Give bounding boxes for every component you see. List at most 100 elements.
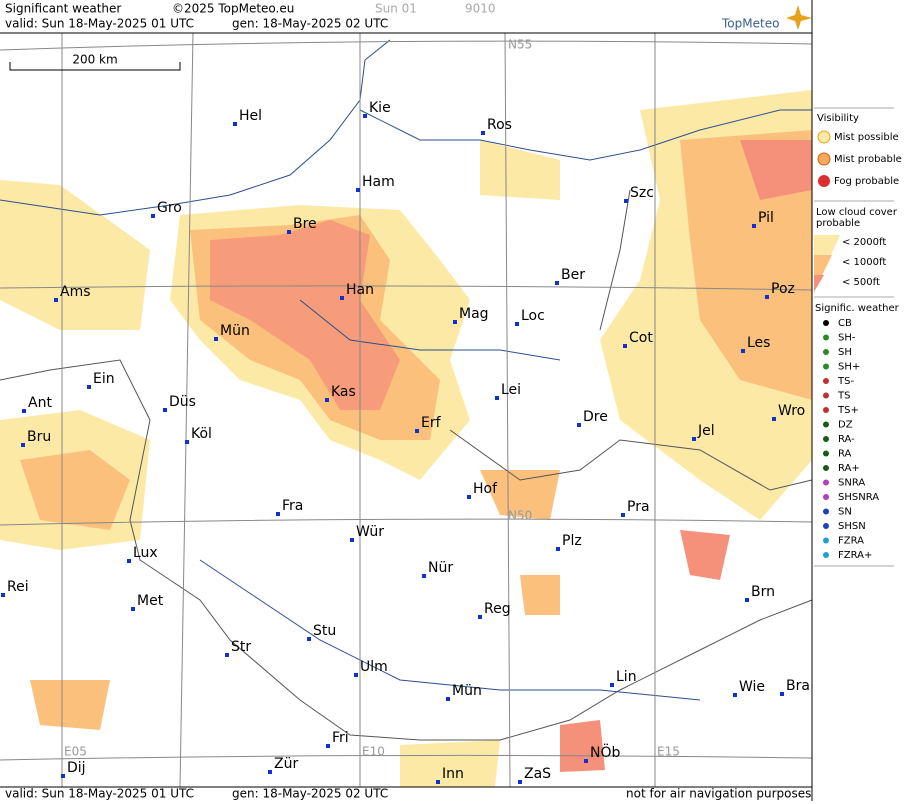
city-marker (422, 574, 426, 578)
legend-symbol (823, 450, 829, 457)
city-marker (22, 409, 26, 413)
grid-label: E10 (362, 745, 385, 759)
legend-symbol (823, 465, 829, 471)
city-marker (745, 598, 749, 602)
legend-item: RA (838, 449, 852, 460)
city-marker (577, 423, 581, 427)
legend-symbol (823, 494, 829, 500)
legend-item: SN (838, 507, 852, 518)
legend: Visibility Low cloud cover probable Signi… (811, 0, 904, 801)
legend-symbol (823, 407, 829, 413)
city-label: NÖb (590, 743, 620, 761)
city-marker (518, 780, 522, 784)
city-marker (453, 320, 457, 324)
city-label: Ams (60, 284, 91, 300)
legend-item: SHSNRA (838, 492, 879, 503)
grid-labels: N55 N50 E05 E10 E15 (64, 38, 680, 759)
legend-item: TS+ (837, 405, 859, 416)
legend-symbol (823, 349, 829, 355)
city-label: Bra (786, 678, 810, 694)
city-label: Dre (583, 409, 608, 425)
city-marker (268, 770, 272, 774)
city-label: Ber (561, 267, 585, 283)
city-marker (692, 437, 696, 441)
city-label: Pil (758, 210, 774, 226)
legend-symbol (823, 392, 829, 399)
title: Significant weather (5, 2, 121, 16)
city-label: Bre (293, 216, 317, 232)
grid-label: N55 (508, 38, 532, 52)
city-marker (436, 780, 440, 784)
legend-title: Visibility (817, 113, 859, 124)
city-label: Inn (442, 766, 464, 782)
city-marker (131, 607, 135, 611)
city-label: Pra (627, 499, 650, 515)
legend-item: SH (838, 347, 852, 358)
city-label: Wür (356, 524, 384, 540)
city-marker (752, 224, 756, 228)
city-label: Mün (452, 683, 482, 699)
city-marker (276, 512, 280, 516)
city-marker (61, 774, 65, 778)
city-label: Szc (630, 185, 654, 201)
city-marker (481, 131, 485, 135)
city-marker (233, 122, 237, 126)
legend-item: FZRA (838, 536, 864, 547)
legend-item: < 1000ft (842, 257, 886, 268)
city-label: Bru (27, 429, 51, 445)
city-marker (515, 322, 519, 326)
legend-item: CB (838, 318, 852, 329)
legend-item: Mist probable (834, 154, 902, 165)
city-label: Nür (428, 560, 453, 576)
city-marker (765, 295, 769, 299)
city-label: Plz (562, 533, 582, 549)
city-label: Fri (332, 730, 349, 746)
city-marker (127, 559, 131, 563)
legend-symbol (823, 378, 829, 384)
footer: valid: Sun 18-May-2025 01 UTC gen: 18-Ma… (0, 786, 812, 801)
city-label: Wro (778, 403, 805, 419)
city-marker (163, 408, 167, 412)
city-marker (467, 495, 471, 499)
city-label: Köl (191, 426, 212, 442)
legend-item: DZ (838, 420, 853, 431)
city-label: Poz (771, 281, 795, 297)
city-marker (326, 744, 330, 748)
city-marker (350, 538, 354, 542)
city-marker (733, 693, 737, 697)
city-label: Jel (697, 423, 715, 439)
coast-and-borders (0, 39, 813, 741)
city-label: Fra (282, 498, 303, 514)
city-marker (54, 298, 58, 302)
city-marker (307, 637, 311, 641)
city-marker (87, 385, 91, 389)
line: probable (816, 218, 860, 229)
code: 9010 (465, 2, 496, 16)
legend-item: < 500ft (842, 277, 880, 288)
city-label: Dij (67, 760, 86, 776)
city-marker (185, 440, 189, 444)
legend-item: SH- (838, 333, 856, 344)
city-marker (610, 683, 614, 687)
legend-item: TS (837, 391, 850, 402)
city-label: Str (231, 639, 251, 655)
city-marker (584, 759, 588, 763)
city-label: Wie (739, 679, 765, 695)
city-label: Lin (616, 669, 637, 685)
city-marker (555, 281, 559, 285)
city-label: Han (346, 282, 374, 298)
legend-item: < 2000ft (842, 237, 886, 248)
city-label: Ant (28, 395, 52, 411)
city-label: Kie (369, 100, 391, 116)
city-label: Ein (93, 371, 115, 387)
legend-symbol (823, 479, 829, 486)
valid: valid: Sun 18-May-2025 01 UTC (5, 17, 194, 31)
logo: TopMeteo (721, 17, 779, 31)
city-label: Hof (473, 481, 498, 497)
city-marker (623, 344, 627, 348)
grid-label: E05 (64, 745, 87, 759)
legend-item: TS- (837, 376, 854, 387)
city-marker (621, 513, 625, 517)
grid-label: N50 (508, 509, 532, 523)
legend-symbol (823, 436, 829, 442)
